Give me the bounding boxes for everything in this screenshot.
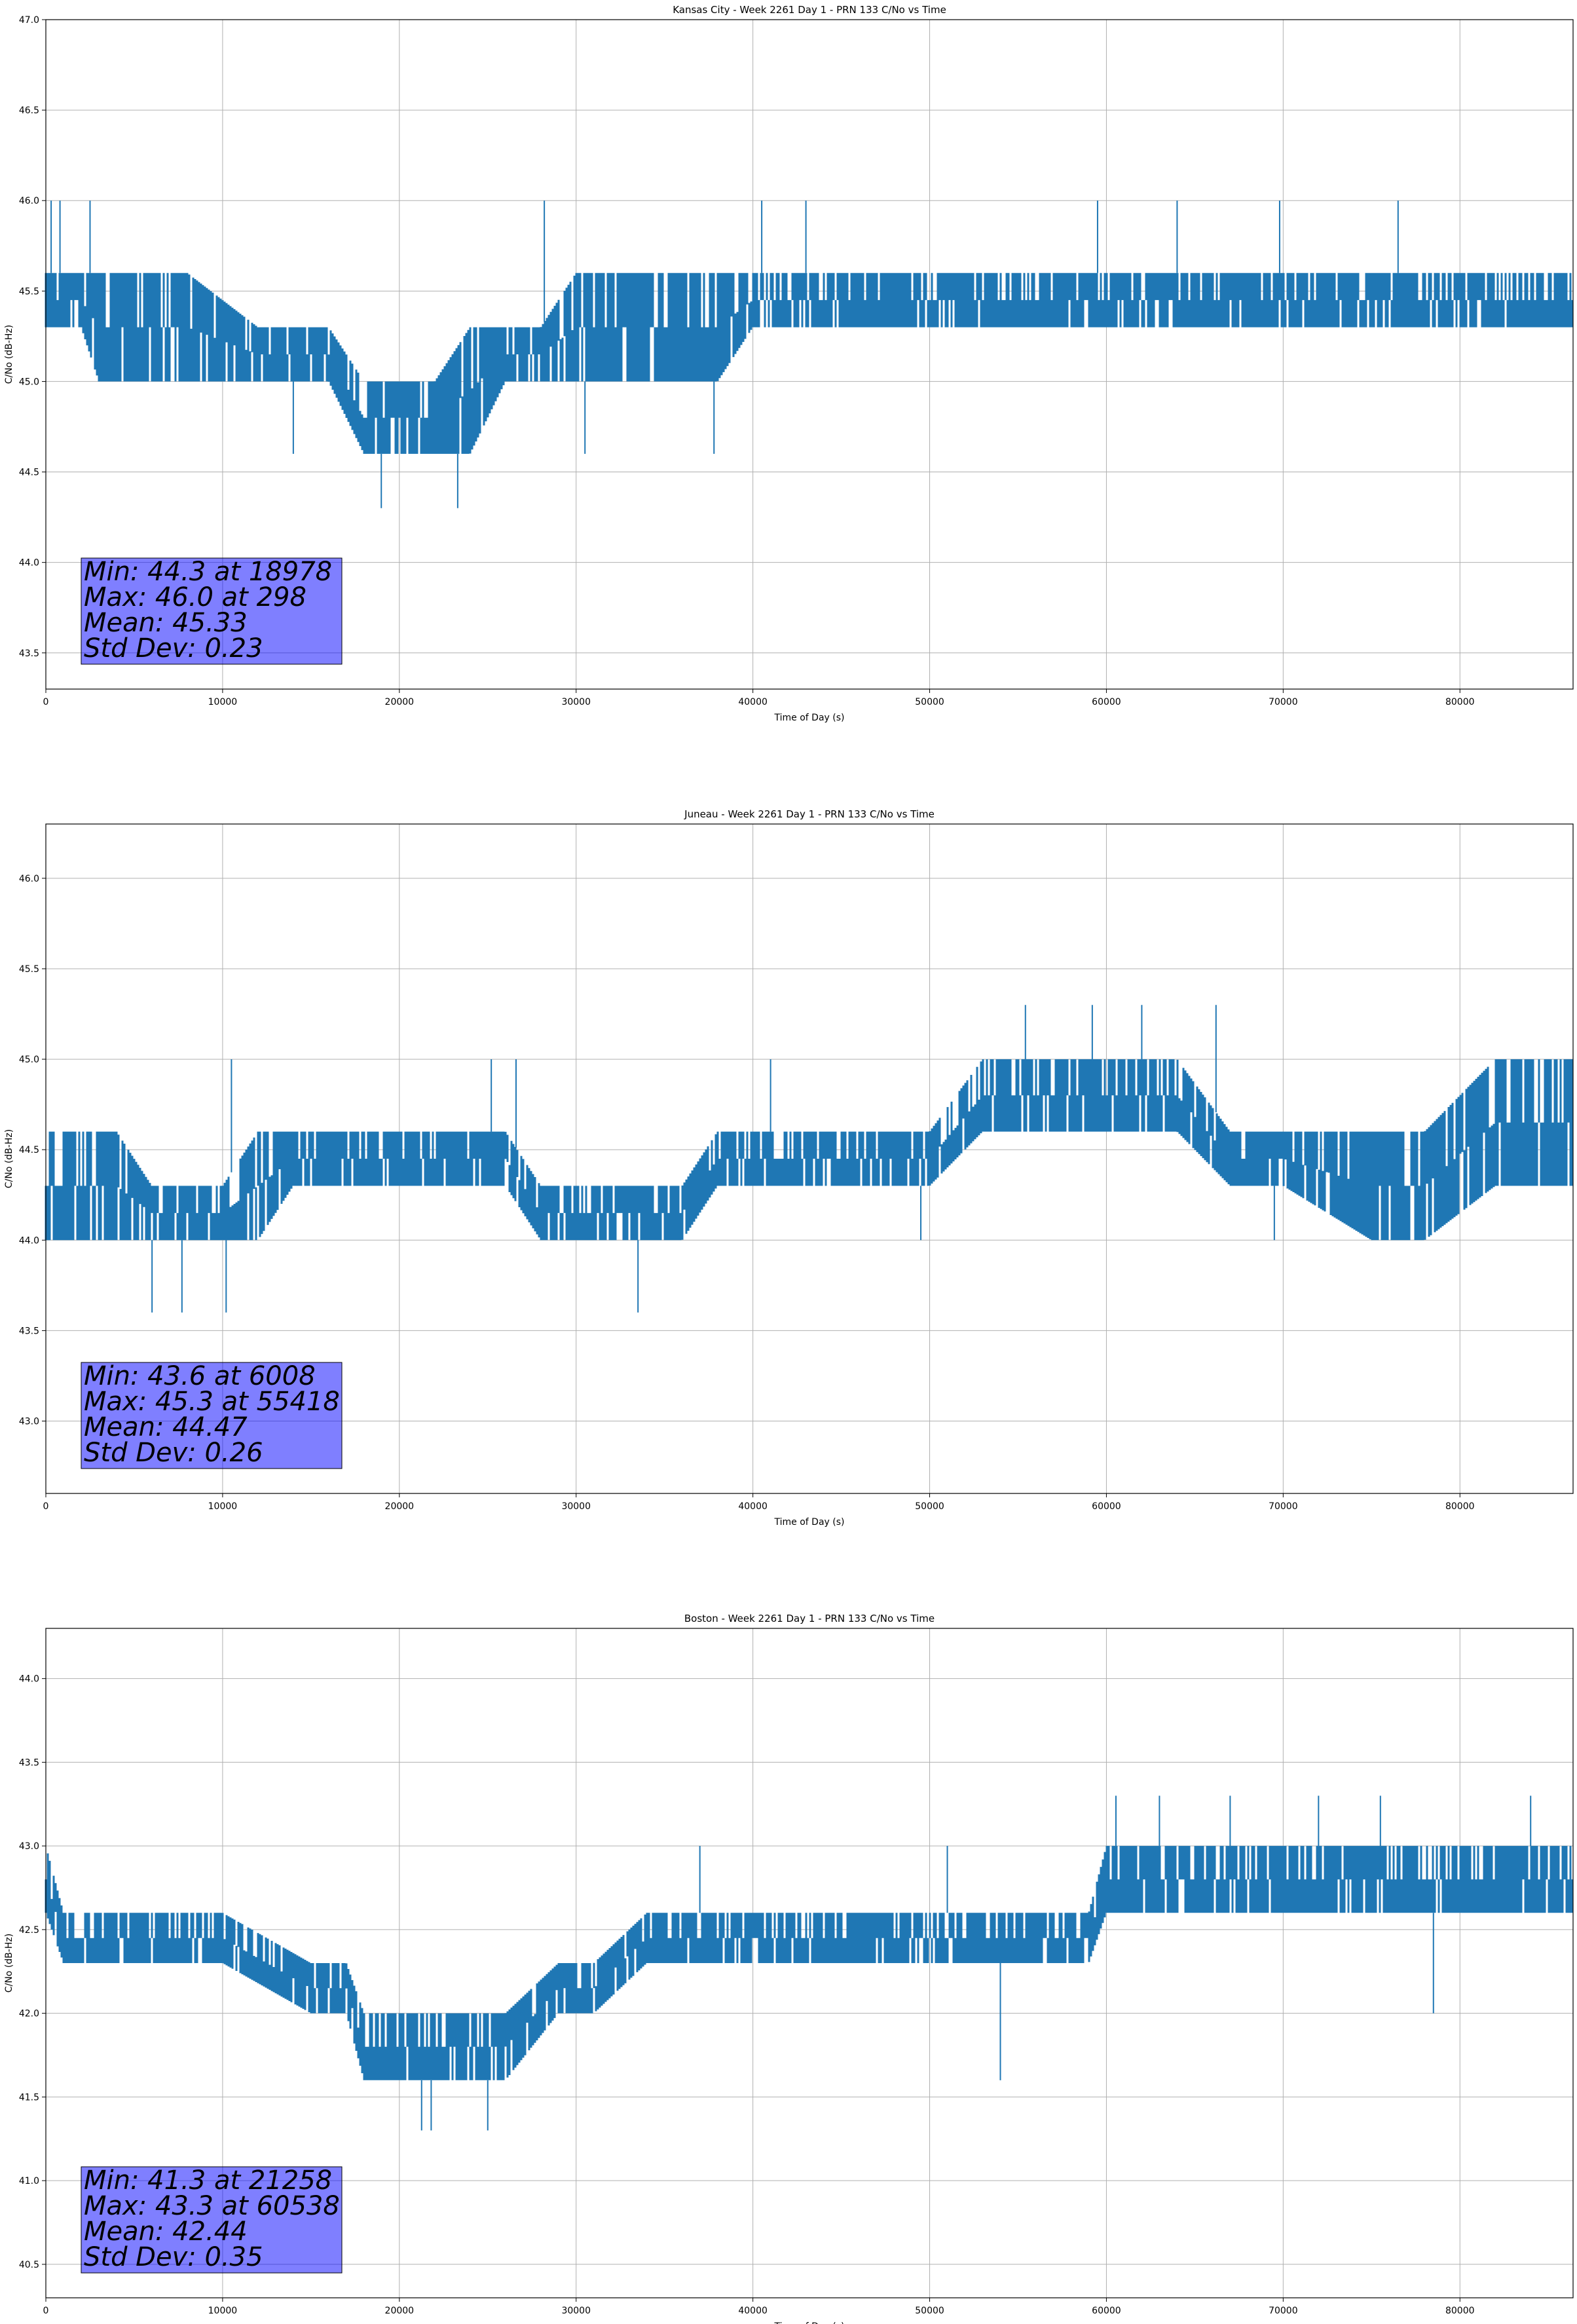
x-tick-label: 80000 [1445,697,1475,707]
data-band [45,272,1574,454]
y-tick-label: 44.0 [19,1674,39,1685]
stats-line: Max: 46.0 at 298 [84,582,306,612]
x-axis-label: Time of Day (s) [774,713,845,723]
x-tick-label: 40000 [738,2306,768,2316]
y-tick-label: 43.5 [19,1757,39,1768]
x-tick-label: 0 [43,697,49,707]
stats-line: Mean: 44.47 [84,1412,248,1442]
chart-panel-3: Boston - Week 2261 Day 1 - PRN 133 C/No … [4,1613,1574,2324]
y-tick-label: 43.5 [19,648,39,659]
x-tick-label: 50000 [915,2306,944,2316]
x-tick-label: 20000 [385,697,415,707]
stats-line: Mean: 45.33 [84,608,248,638]
stats-line: Max: 45.3 at 55418 [84,1387,340,1417]
y-tick-label: 44.5 [19,1145,39,1155]
stats-line: Std Dev: 0.35 [84,2242,263,2272]
axes-frame [45,19,1574,690]
x-tick-label: 0 [43,2306,49,2316]
x-tick-label: 70000 [1269,697,1298,707]
y-axis-label: C/No (dB-Hz) [4,1934,14,1993]
stats-line: Mean: 42.44 [84,2217,248,2247]
stats-line: Std Dev: 0.23 [84,633,263,664]
x-tick-label: 70000 [1269,2306,1298,2316]
x-tick-label: 10000 [208,697,238,707]
stats-box [81,1362,343,1469]
x-axis-label: Time of Day (s) [774,1517,845,1527]
x-tick-label: 50000 [915,1501,944,1512]
chart-title: Juneau - Week 2261 Day 1 - PRN 133 C/No … [684,808,935,820]
x-tick-label: 30000 [561,697,591,707]
x-tick-label: 60000 [1092,1501,1121,1512]
y-tick-label: 42.0 [19,2009,39,2019]
y-tick-label: 42.5 [19,1925,39,1936]
data-band [45,1846,1574,2080]
x-tick-label: 60000 [1092,2306,1121,2316]
stats-line: Min: 44.3 at 18978 [84,557,332,587]
x-tick-label: 20000 [385,2306,415,2316]
y-tick-label: 46.0 [19,196,39,206]
x-tick-label: 10000 [208,1501,238,1512]
y-tick-label: 43.5 [19,1326,39,1336]
y-tick-label: 43.0 [19,1417,39,1427]
data-band [45,1059,1574,1241]
x-tick-label: 30000 [561,1501,591,1512]
x-tick-label: 40000 [738,1501,768,1512]
y-tick-label: 45.0 [19,377,39,387]
y-tick-label: 45.5 [19,286,39,297]
y-axis-label: C/No (dB-Hz) [4,1129,14,1188]
stats-line: Min: 43.6 at 6008 [84,1361,316,1391]
y-tick-label: 44.0 [19,1235,39,1246]
x-tick-label: 30000 [561,2306,591,2316]
y-tick-label: 45.5 [19,964,39,975]
y-axis-label: C/No (dB-Hz) [4,325,14,384]
y-tick-label: 44.5 [19,468,39,478]
y-tick-label: 41.5 [19,2092,39,2103]
stats-box [81,2166,343,2274]
chart-panel-2: Juneau - Week 2261 Day 1 - PRN 133 C/No … [4,808,1574,1527]
y-tick-label: 47.0 [19,15,39,26]
stats-line: Min: 41.3 at 21258 [84,2165,332,2196]
y-tick-label: 41.0 [19,2176,39,2186]
axes-frame [45,823,1574,1494]
stats-line: Max: 43.3 at 60538 [84,2191,340,2221]
x-tick-label: 80000 [1445,2306,1475,2316]
x-tick-label: 10000 [208,2306,238,2316]
stats-box [81,557,343,665]
stats-line: Std Dev: 0.26 [84,1438,263,1468]
x-tick-label: 70000 [1269,1501,1298,1512]
y-tick-label: 43.0 [19,1841,39,1852]
y-tick-label: 46.5 [19,105,39,116]
y-tick-label: 44.0 [19,558,39,569]
chart-title: Boston - Week 2261 Day 1 - PRN 133 C/No … [684,1613,935,1624]
x-tick-label: 20000 [385,1501,415,1512]
y-tick-label: 45.0 [19,1055,39,1065]
y-tick-label: 46.0 [19,874,39,884]
chart-title: Kansas City - Week 2261 Day 1 - PRN 133 … [673,4,946,16]
y-tick-label: 40.5 [19,2260,39,2270]
x-tick-label: 80000 [1445,1501,1475,1512]
x-tick-label: 40000 [738,697,768,707]
x-tick-label: 60000 [1092,697,1121,707]
x-tick-label: 50000 [915,697,944,707]
x-axis-label: Time of Day (s) [774,2321,845,2324]
x-tick-label: 0 [43,1501,49,1512]
axes-frame [45,1628,1574,2298]
chart-panel-1: Kansas City - Week 2261 Day 1 - PRN 133 … [4,4,1574,723]
